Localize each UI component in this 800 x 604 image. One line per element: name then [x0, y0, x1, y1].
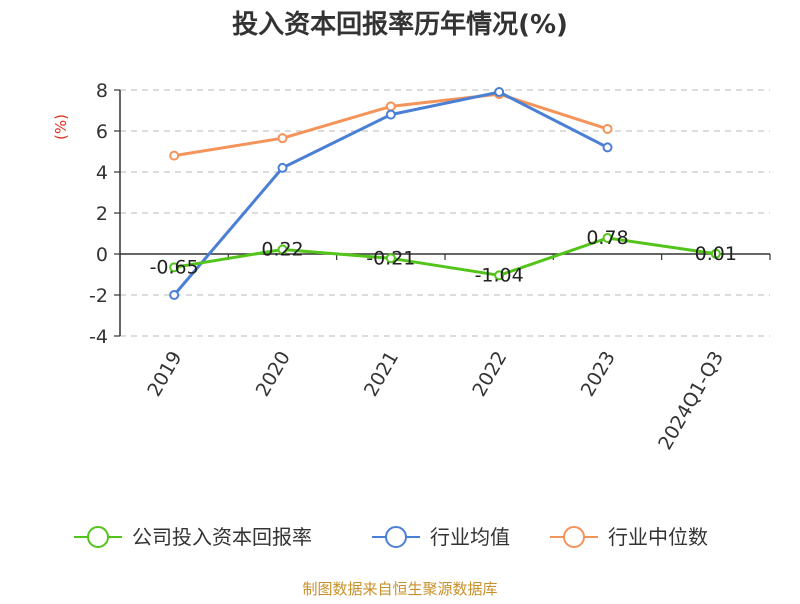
x-tick-label: 2021 — [360, 348, 403, 401]
data-label: 0.01 — [695, 243, 737, 265]
y-tick-label: 4 — [96, 162, 108, 184]
data-label: -1.04 — [475, 264, 524, 286]
x-tick-label: 2022 — [468, 347, 511, 400]
legend-label: 公司投入资本回报率 — [132, 525, 312, 549]
y-tick-label: 6 — [96, 121, 108, 143]
legend-marker-icon — [87, 526, 109, 548]
x-tick-label: 2020 — [252, 348, 295, 401]
data-point — [602, 142, 613, 153]
data-label: -0.21 — [366, 247, 415, 269]
legend-label: 行业中位数 — [608, 525, 708, 549]
y-axis-ticks: -4 -2 0 2 4 6 8 — [89, 80, 120, 348]
x-tick-label: 2019 — [143, 348, 186, 401]
data-point — [385, 109, 396, 120]
data-label: 0.78 — [586, 227, 628, 249]
data-point — [385, 101, 396, 112]
legend-item[interactable]: 公司投入资本回报率 — [74, 525, 312, 549]
y-tick-label: 0 — [96, 244, 108, 266]
legend-label: 行业均值 — [430, 525, 510, 549]
data-label: -0.65 — [150, 256, 199, 278]
data-point — [169, 290, 180, 300]
data-labels: -0.65 0.22 -0.21 -1.04 0.78 0.01 — [150, 227, 737, 286]
data-point — [602, 233, 613, 244]
data-point — [602, 123, 613, 134]
legend-item[interactable]: 行业均值 — [372, 525, 510, 549]
series-layer — [169, 87, 721, 300]
chart-title: 投入资本回报率历年情况(%) — [232, 9, 568, 40]
legend[interactable]: 公司投入资本回报率 行业均值 行业中位数 — [74, 525, 708, 549]
data-point — [169, 262, 180, 273]
legend-marker-icon — [385, 526, 407, 548]
data-point — [385, 253, 396, 264]
y-tick-label: 8 — [96, 80, 108, 102]
data-point — [277, 244, 288, 255]
data-point — [494, 270, 505, 281]
series-line — [173, 236, 717, 277]
y-axis-unit-label: (%) — [52, 114, 70, 140]
data-point — [169, 150, 180, 161]
data-point — [494, 87, 505, 98]
y-tick-label: -4 — [89, 326, 108, 348]
data-label: 0.22 — [261, 238, 303, 260]
data-point — [710, 248, 721, 259]
y-tick-label: -2 — [89, 285, 108, 307]
legend-marker-icon — [563, 526, 585, 548]
x-tick-label: 2024Q1-Q3 — [654, 348, 728, 454]
y-tick-label: 2 — [96, 203, 108, 225]
grid-lines — [120, 89, 770, 337]
x-axis-ticks: 2019 2020 2021 2022 2023 2024Q1-Q3 — [119, 254, 771, 454]
x-tick-label: 2023 — [577, 348, 620, 401]
data-point — [277, 133, 288, 144]
data-point — [277, 162, 288, 173]
legend-item[interactable]: 行业中位数 — [550, 525, 708, 549]
source-note: 制图数据来自恒生聚源数据库 — [302, 580, 497, 598]
